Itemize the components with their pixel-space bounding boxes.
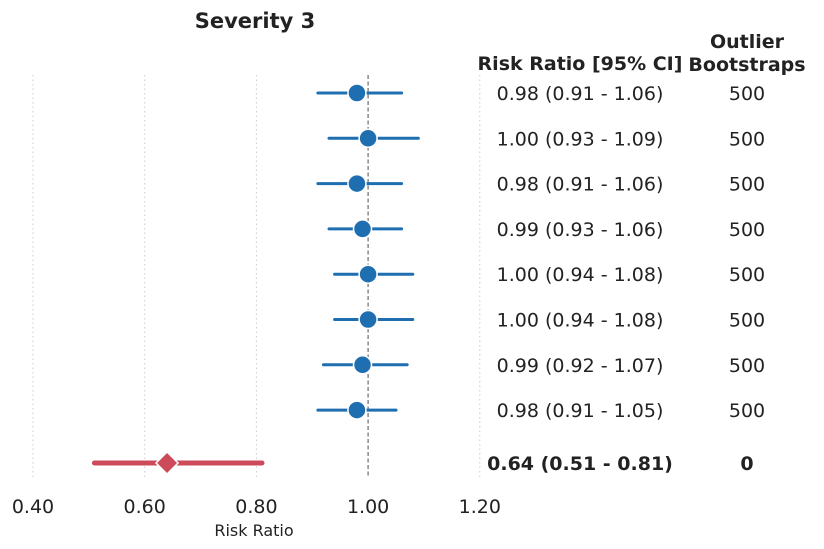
outlier-count: 500 xyxy=(729,355,765,377)
chart-title: Severity 3 xyxy=(195,9,316,33)
outlier-count: 0 xyxy=(740,453,753,475)
estimate-point xyxy=(352,219,373,239)
x-axis-ticks: 0.40 0.60 0.80 1.00 1.20 xyxy=(12,496,501,518)
x-tick-label: 0.80 xyxy=(235,496,277,518)
outlier-count: 500 xyxy=(729,264,765,286)
row-labels: 0.98 (0.91 - 1.06) 500 1.00 (0.93 - 1.09) 5… xyxy=(487,83,765,475)
outlier-count: 500 xyxy=(729,219,765,241)
ci-label: 0.98 (0.91 - 1.05) xyxy=(497,400,664,422)
x-tick-label: 0.60 xyxy=(124,496,166,518)
estimate-point xyxy=(352,355,373,375)
ci-label: 0.99 (0.92 - 1.07) xyxy=(497,355,664,377)
estimate-point xyxy=(358,264,378,284)
ci-label: 1.00 (0.93 - 1.09) xyxy=(497,128,664,150)
data-marks xyxy=(91,83,420,476)
x-tick-label: 0.40 xyxy=(12,496,54,518)
estimate-point xyxy=(358,309,378,330)
outlier-count: 500 xyxy=(729,174,765,196)
grid-lines xyxy=(32,75,481,478)
summary-diamond xyxy=(154,450,180,476)
x-axis-label: Risk Ratio xyxy=(214,521,293,540)
estimate-point xyxy=(358,128,378,149)
ci-label: 1.00 (0.94 - 1.08) xyxy=(497,310,664,332)
ci-column-header: Risk Ratio [95% CI] xyxy=(478,53,683,75)
outlier-column-header-line2: Bootstraps xyxy=(688,54,805,76)
estimate-point xyxy=(347,173,367,194)
x-tick-label: 1.20 xyxy=(459,496,501,518)
ci-label: 0.99 (0.93 - 1.06) xyxy=(497,219,664,241)
estimate-point xyxy=(347,400,367,420)
outlier-count: 500 xyxy=(729,83,765,105)
outlier-count: 500 xyxy=(729,128,765,150)
estimate-point xyxy=(347,83,367,103)
ci-label: 0.98 (0.91 - 1.06) xyxy=(497,83,664,105)
outlier-column-header-line1: Outlier xyxy=(710,31,785,53)
x-tick-label: 1.00 xyxy=(347,496,389,518)
ci-label: 0.64 (0.51 - 0.81) xyxy=(487,453,673,475)
outlier-count: 500 xyxy=(729,400,765,422)
outlier-count: 500 xyxy=(729,310,765,332)
ci-label: 0.98 (0.91 - 1.06) xyxy=(497,174,664,196)
ci-label: 1.00 (0.94 - 1.08) xyxy=(497,264,664,286)
